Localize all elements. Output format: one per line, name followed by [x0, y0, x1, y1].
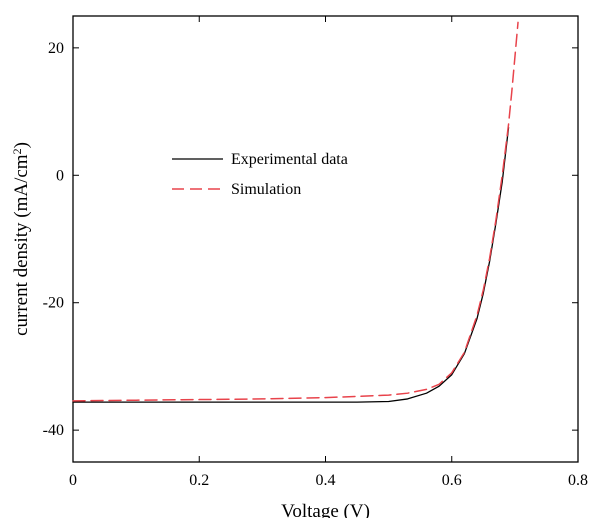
x-tick-label: 0.4	[316, 472, 336, 489]
y-tick-label: -40	[43, 422, 64, 439]
legend-label-simulation: Simulation	[231, 181, 301, 198]
x-tick-label: 0.2	[189, 472, 209, 489]
y-axis-title-main: current density (mA/cm	[11, 154, 32, 336]
x-tick-label: 0	[69, 472, 77, 489]
simulation-line	[72, 21, 519, 402]
experimental-data-line	[72, 126, 510, 403]
y-tick-label: 20	[48, 40, 64, 57]
y-tick-label: -20	[43, 295, 64, 312]
y-axis-title-superscript: 2	[10, 148, 24, 154]
y-axis-title: current density (mA/cm2)	[10, 142, 32, 336]
y-axis-title-suffix: )	[11, 142, 32, 148]
y-tick-label: 0	[56, 167, 64, 184]
x-axis-title: Voltage (V)	[281, 501, 370, 518]
plot-frame	[72, 15, 579, 463]
legend-label-experimental: Experimental data	[231, 151, 348, 168]
x-tick-label: 0.8	[568, 472, 588, 489]
x-tick-label: 0.6	[442, 472, 462, 489]
